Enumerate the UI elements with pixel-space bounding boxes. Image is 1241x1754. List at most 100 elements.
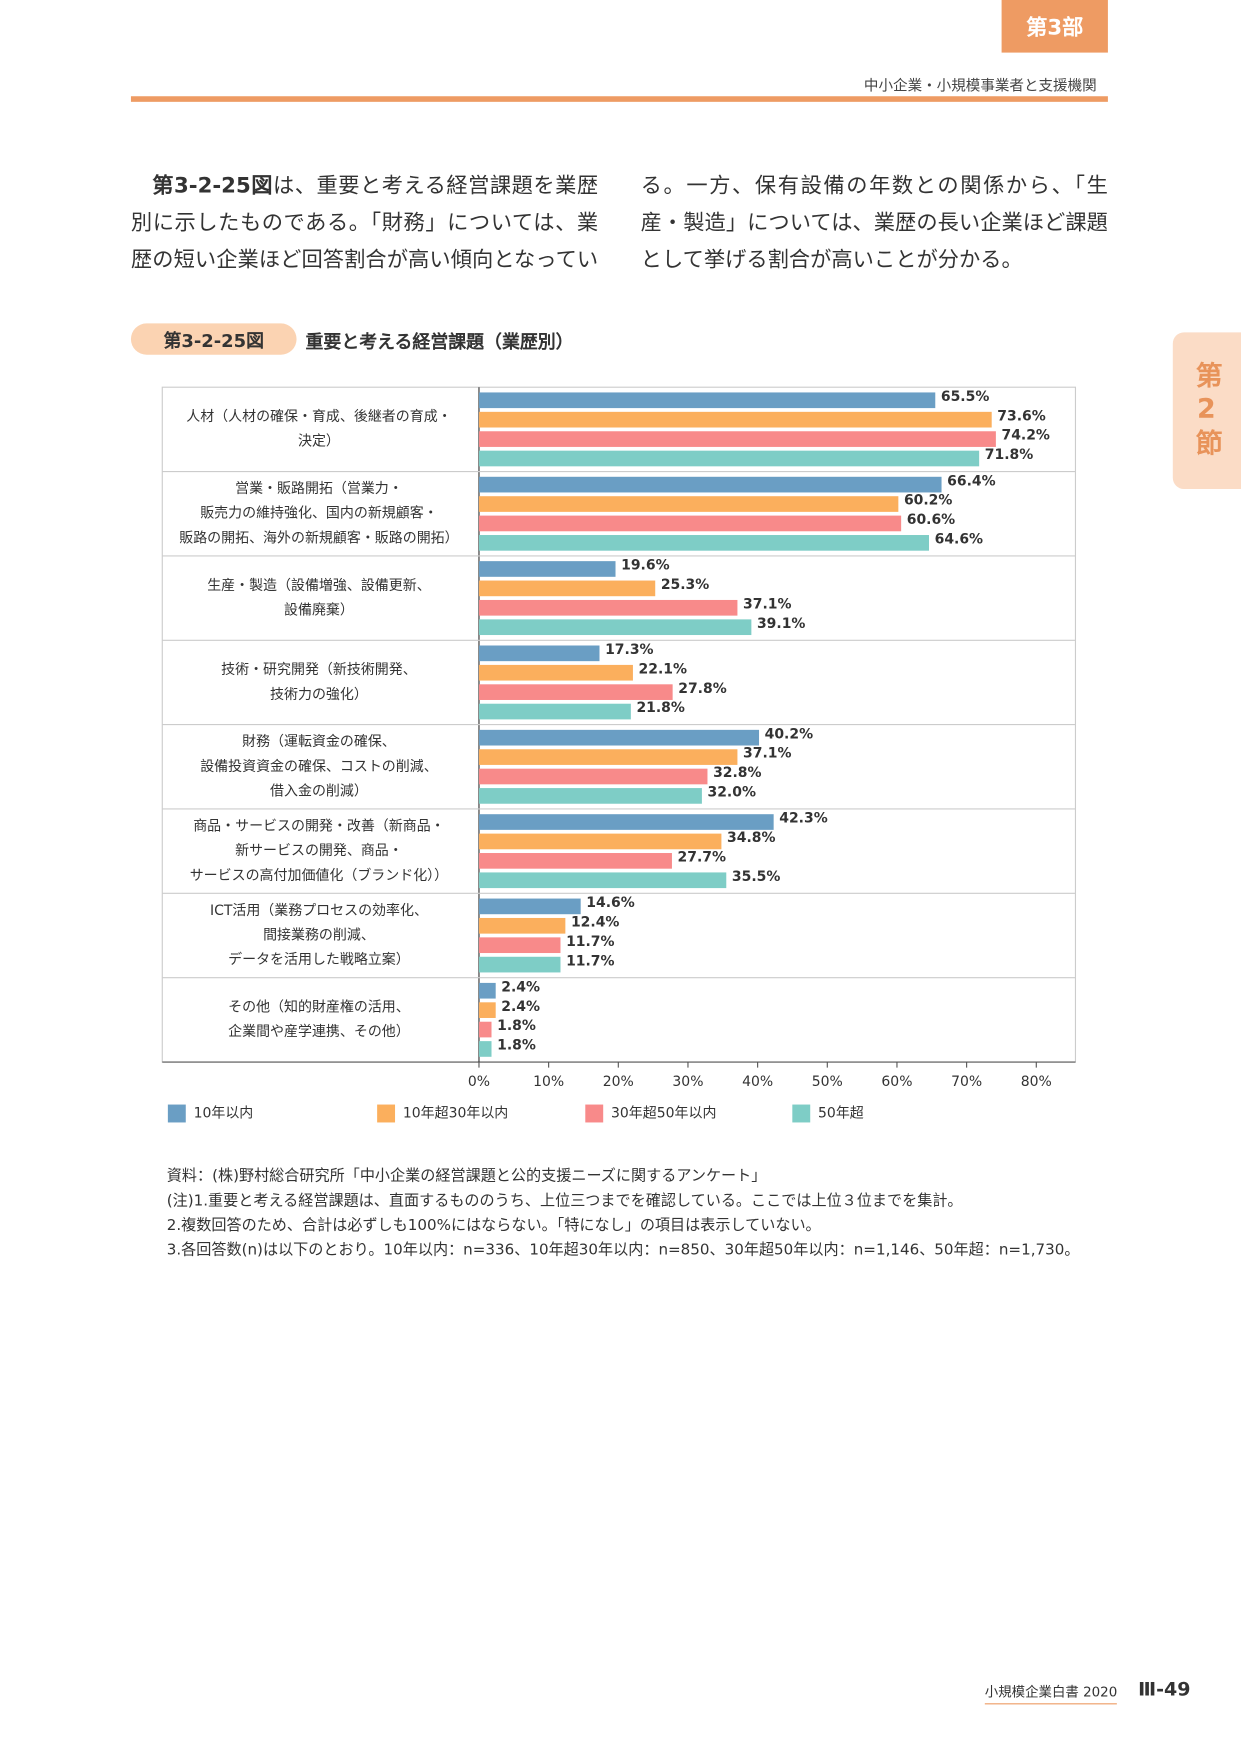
note: 3.各回答数(n)は以下のとおり。10年以内：n=336、10年超30年以内：n… bbox=[166, 1241, 1080, 1259]
notes: 資料：(株)野村総合研究所「中小企業の経営課題と公的支援ニーズに関するアンケート… bbox=[167, 1164, 1085, 1262]
header-rule bbox=[130, 96, 1108, 102]
bar bbox=[478, 814, 774, 830]
x-tick-label: 30% bbox=[672, 1074, 703, 1090]
value-label: 25.3% bbox=[661, 577, 709, 593]
legend-swatch bbox=[585, 1104, 604, 1123]
category-label: 人材（人材の確保・育成、後継者の育成・決定） bbox=[186, 409, 451, 450]
value-label: 27.8% bbox=[678, 681, 726, 697]
value-label: 40.2% bbox=[765, 726, 813, 742]
category-label: 生産・製造（設備増強、設備更新、設備廃棄） bbox=[207, 578, 430, 619]
bar bbox=[478, 535, 930, 551]
value-label: 2.4% bbox=[501, 979, 540, 995]
value-label: 73.6% bbox=[997, 408, 1045, 424]
note: 資料：(株)野村総合研究所「中小企業の経営課題と公的支援ニーズに関するアンケート… bbox=[166, 1167, 767, 1186]
category-label: 財務（運転資金の確保、設備投資資金の確保、コストの削減、借入金の削減） bbox=[200, 734, 437, 799]
legend-swatch bbox=[792, 1104, 811, 1123]
value-label: 14.6% bbox=[586, 895, 634, 911]
x-tick-label: 80% bbox=[1021, 1074, 1052, 1090]
value-label: 22.1% bbox=[639, 661, 687, 677]
side-tab: 第2節 bbox=[1172, 332, 1241, 490]
value-label: 1.8% bbox=[497, 1038, 536, 1054]
bar bbox=[478, 1021, 492, 1038]
value-label: 60.6% bbox=[907, 512, 955, 528]
value-label: 35.5% bbox=[732, 869, 780, 885]
x-tick-label: 50% bbox=[812, 1074, 843, 1090]
value-label: 19.6% bbox=[621, 558, 669, 574]
value-label: 74.2% bbox=[1001, 428, 1049, 444]
value-label: 11.7% bbox=[566, 953, 614, 969]
bar bbox=[478, 561, 616, 577]
legend-swatch bbox=[167, 1104, 186, 1123]
value-label: 37.1% bbox=[743, 596, 791, 612]
bar bbox=[478, 515, 902, 532]
value-label: 32.0% bbox=[707, 785, 755, 801]
bar bbox=[478, 872, 727, 889]
bar bbox=[478, 684, 673, 700]
bar bbox=[478, 476, 942, 493]
value-label: 1.8% bbox=[497, 1018, 536, 1034]
bar bbox=[478, 450, 980, 467]
note: (注)1.重要と考える経営課題は、直面するもののうち、上位三つまでを確認している… bbox=[166, 1191, 963, 1210]
x-tick-label: 0% bbox=[468, 1074, 490, 1090]
category-label: 商品・サービスの開発・改善（新商品・新サービスの開発、商品・サービスの高付加価値… bbox=[190, 819, 448, 884]
chart: 0% 10% 20% 30% 40% 50% 60% 70% 80% 人材（人材の確保・育成、後継… bbox=[161, 386, 1077, 1123]
figure-number: 第3-2-25図 bbox=[130, 323, 297, 355]
value-label: 34.8% bbox=[727, 830, 775, 846]
value-label: 37.1% bbox=[743, 746, 791, 762]
x-tick-label: 10% bbox=[533, 1074, 564, 1090]
footer-book: 小規模企業白書 2020 bbox=[984, 1682, 1118, 1705]
body-paragraph: は、重要と考える経営課題を業歴別に示したものである。「財務」については、業歴の短… bbox=[130, 173, 1108, 272]
value-label: 71.8% bbox=[985, 447, 1033, 463]
value-label: 11.7% bbox=[566, 934, 614, 950]
legend-label: 10年超30年以内 bbox=[403, 1106, 508, 1122]
bar bbox=[478, 833, 722, 850]
category-label: ICT活用（業務プロセスの効率化、間接業務の削減、データを活用した戦略立案） bbox=[210, 902, 428, 968]
value-label: 64.6% bbox=[935, 531, 983, 547]
value-label: 42.3% bbox=[779, 811, 827, 827]
value-label: 2.4% bbox=[501, 999, 540, 1015]
legend-label: 10年以内 bbox=[194, 1106, 254, 1122]
x-tick-label: 40% bbox=[742, 1074, 773, 1090]
x-tick-label: 60% bbox=[881, 1074, 912, 1090]
category-label: その他（知的財産権の活用、企業間や産学連携、その他） bbox=[228, 999, 410, 1041]
category-label: 技術・研究開発（新技術開発、技術力の強化） bbox=[221, 662, 417, 703]
bar bbox=[478, 898, 581, 915]
bar bbox=[478, 768, 708, 785]
legend-label: 50年超 bbox=[818, 1106, 864, 1122]
bar bbox=[478, 703, 631, 720]
value-label: 21.8% bbox=[636, 700, 684, 716]
bar bbox=[478, 749, 738, 765]
value-label: 65.5% bbox=[941, 389, 989, 405]
page-number: Ⅲ-49 bbox=[1138, 1678, 1191, 1702]
bar bbox=[478, 664, 633, 681]
body-text: 第3-2-25図は、重要と考える経営課題を業歴別に示したものである。「財務」につ… bbox=[131, 168, 1108, 280]
bar bbox=[478, 853, 672, 869]
legend-label: 30年超50年以内 bbox=[611, 1106, 716, 1122]
bar bbox=[478, 619, 752, 636]
value-label: 39.1% bbox=[757, 616, 805, 632]
bar bbox=[478, 1041, 492, 1057]
value-label: 27.7% bbox=[678, 849, 726, 865]
bar bbox=[478, 431, 996, 447]
section-title: 中小企業・小規模事業者と支援機関 bbox=[863, 78, 1097, 96]
bar bbox=[478, 599, 738, 616]
bar bbox=[478, 411, 992, 428]
body-lead: 第3-2-25図 bbox=[152, 173, 274, 199]
bar bbox=[478, 788, 702, 804]
note: 2.複数回答のため、合計は必ずしも100%にはならない。「特になし」の項目は表示… bbox=[166, 1216, 821, 1235]
figure-title: 重要と考える経営課題（業歴別） bbox=[305, 331, 574, 353]
bar bbox=[478, 729, 760, 746]
value-label: 66.4% bbox=[947, 473, 995, 489]
x-tick-label: 70% bbox=[951, 1074, 982, 1090]
category-label: 営業・販路開拓（営業力・販売力の維持強化、国内の新規顧客・販路の開拓、海外の新規… bbox=[179, 481, 458, 546]
bar bbox=[478, 937, 561, 954]
bar bbox=[478, 496, 899, 512]
bar bbox=[478, 392, 936, 409]
value-label: 17.3% bbox=[605, 642, 653, 658]
bar bbox=[478, 645, 600, 662]
value-label: 12.4% bbox=[571, 914, 619, 930]
bar bbox=[478, 1002, 496, 1018]
x-tick-label: 20% bbox=[603, 1074, 634, 1090]
